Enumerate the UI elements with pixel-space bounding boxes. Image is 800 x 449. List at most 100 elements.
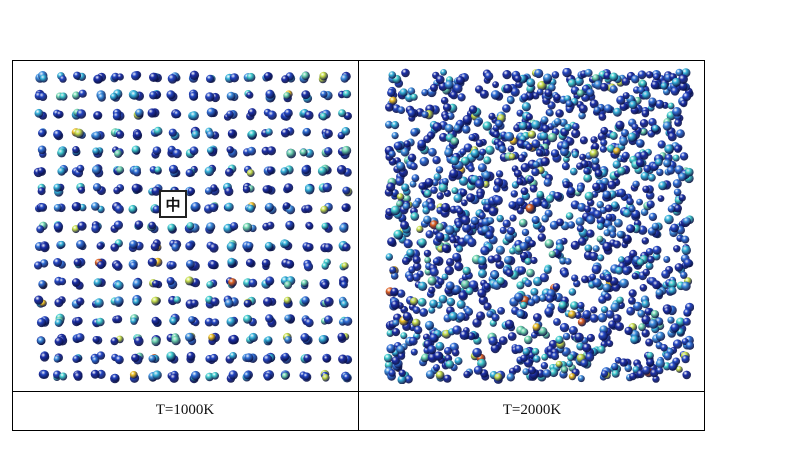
atom <box>54 318 63 327</box>
atom <box>663 307 671 315</box>
atom <box>488 336 498 346</box>
atom <box>514 344 524 354</box>
atom <box>265 202 274 212</box>
atom <box>520 163 530 173</box>
atom <box>545 294 554 303</box>
atom <box>130 90 140 100</box>
atom <box>407 109 416 118</box>
atom <box>36 225 45 234</box>
atom <box>395 176 405 186</box>
atom <box>435 370 445 380</box>
atom <box>599 82 609 92</box>
atom <box>591 264 601 275</box>
atom <box>432 257 441 266</box>
ime-indicator-icon[interactable]: 中 <box>159 190 187 218</box>
atom <box>561 162 570 171</box>
atom <box>442 178 449 185</box>
atom <box>445 360 455 369</box>
atom <box>583 173 593 183</box>
atom <box>425 370 435 379</box>
atom <box>265 336 273 344</box>
atom <box>185 241 194 251</box>
atom <box>537 233 546 242</box>
atom <box>681 245 691 255</box>
atom <box>388 71 397 79</box>
atom <box>391 356 400 365</box>
atom <box>424 178 434 187</box>
atom <box>340 300 349 309</box>
atom <box>38 203 48 212</box>
atom <box>591 74 600 83</box>
atom <box>57 167 66 176</box>
atom <box>265 128 273 136</box>
atom <box>472 347 482 358</box>
atom <box>304 110 314 120</box>
atom <box>92 147 100 155</box>
atom <box>602 190 612 200</box>
atom <box>567 354 575 362</box>
atom <box>502 104 511 113</box>
atom <box>210 297 220 307</box>
atom <box>204 187 213 195</box>
atom <box>59 75 67 83</box>
atom <box>536 190 545 199</box>
atom <box>680 100 688 108</box>
atom <box>480 246 490 256</box>
atom <box>574 312 582 319</box>
atom <box>516 139 526 149</box>
atom <box>546 109 554 117</box>
atom <box>453 124 461 133</box>
atom <box>502 219 511 228</box>
atom <box>676 317 686 327</box>
atom <box>529 184 538 193</box>
atom <box>543 266 552 274</box>
atom <box>544 239 554 249</box>
atom <box>475 139 484 148</box>
atom <box>190 299 199 308</box>
atom <box>171 243 180 252</box>
atom <box>580 359 589 368</box>
atom <box>582 343 592 353</box>
atom <box>261 258 271 268</box>
atom <box>417 281 428 291</box>
atom <box>410 128 419 137</box>
atom <box>527 175 535 183</box>
atom <box>421 111 429 119</box>
atom <box>667 316 675 324</box>
atom <box>413 325 423 335</box>
atom <box>397 289 406 298</box>
atom <box>148 221 156 230</box>
atom <box>521 102 531 112</box>
atom <box>324 315 333 325</box>
atom <box>73 71 82 80</box>
atom <box>246 204 255 213</box>
atom <box>247 146 256 156</box>
atom <box>113 220 123 230</box>
atom <box>72 355 81 363</box>
atom <box>439 132 448 142</box>
atom <box>681 281 691 291</box>
atom <box>228 278 237 287</box>
atom <box>191 130 200 139</box>
atom <box>228 370 238 380</box>
atom <box>393 141 403 151</box>
atom <box>341 145 352 156</box>
atom <box>154 166 162 174</box>
atom <box>281 352 290 361</box>
atom <box>532 197 542 207</box>
atom <box>115 355 124 365</box>
atom <box>339 223 349 233</box>
atom <box>645 248 654 256</box>
atom <box>149 72 159 82</box>
atom <box>663 256 671 263</box>
atom <box>392 319 400 327</box>
atom <box>568 373 576 381</box>
atom <box>428 306 436 314</box>
atom <box>53 355 61 363</box>
atom <box>631 272 639 280</box>
atom <box>404 375 413 384</box>
atom <box>599 145 607 153</box>
atom <box>629 249 638 258</box>
atom <box>656 168 664 177</box>
atom <box>112 112 122 121</box>
